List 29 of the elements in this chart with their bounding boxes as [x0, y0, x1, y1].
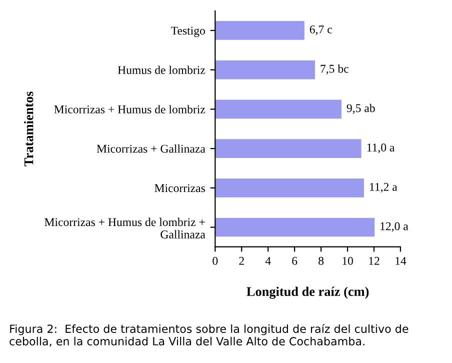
bar	[215, 100, 342, 119]
bar	[215, 139, 362, 158]
x-axis-title: Longitud de raíz (cm)	[246, 286, 369, 299]
y-tick-label: Micorrizas	[154, 184, 205, 192]
y-tick-label: Humus de lombriz	[118, 66, 206, 74]
bar	[215, 60, 315, 80]
x-tick-label: 6	[292, 256, 298, 265]
x-tick-label: 10	[342, 256, 353, 265]
x-tick-label: 12	[369, 256, 380, 265]
data-label: 11,0 a	[367, 144, 395, 154]
data-label: 12,0 a	[380, 222, 408, 232]
bar	[215, 218, 375, 237]
data-label: 9,5 ab	[346, 104, 375, 114]
y-tick-label: Testigo	[171, 26, 205, 38]
y-tick-label: Micorrizas + Humus de lombriz + Gallinaza	[44, 218, 206, 238]
y-tick-label: Micorrizas + Humus de lombriz	[54, 105, 206, 114]
x-tick-label: 8	[318, 256, 324, 265]
x-tick-label: 4	[265, 256, 271, 265]
x-tick-label: 14	[396, 256, 406, 265]
x-tick-label: 2	[239, 256, 244, 265]
x-tick-label: 0	[212, 256, 218, 265]
y-tick-label: Micorrizas + Gallinaza	[96, 144, 206, 153]
data-label: 11,2 a	[370, 182, 398, 193]
data-label: 6,7 c	[310, 25, 332, 36]
data-label: 7,5 bc	[320, 64, 348, 74]
bar	[215, 178, 364, 198]
y-axis-title: Tratamientos	[24, 92, 34, 166]
bar	[215, 21, 304, 40]
text: Figura 2: Efecto de tratamientos sobre la longitud de raíz del cultivo de cebolla, en la comunidad La Villa del Valle Alto de Cochabamba.	[10, 324, 408, 347]
